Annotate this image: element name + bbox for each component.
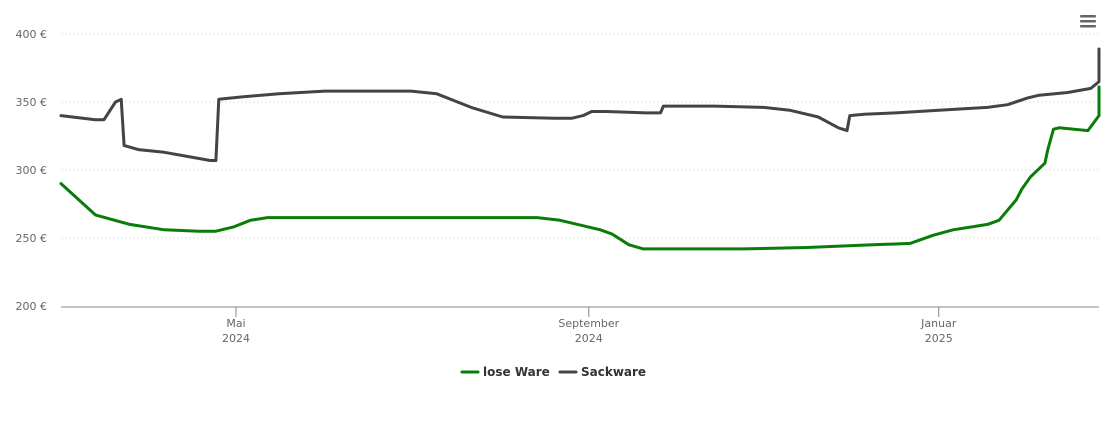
- x-tick-year-label: 2024: [222, 332, 250, 345]
- legend-item[interactable]: lose Ware: [460, 365, 550, 379]
- y-tick-label: 400 €: [16, 28, 48, 41]
- series-line: [59, 85, 1101, 251]
- y-tick-label: 250 €: [16, 232, 48, 245]
- y-tick-label: 350 €: [16, 96, 48, 109]
- series-line: [59, 47, 1101, 162]
- y-axis-tick-labels: 200 € 250 € 300 € 350 € 400 €: [16, 28, 48, 313]
- x-tick-month-label: September: [558, 317, 619, 330]
- series-lines: [59, 47, 1101, 251]
- x-tick-year-label: 2024: [575, 332, 603, 345]
- hamburger-menu-icon: [1080, 15, 1096, 28]
- legend-label: Sackware: [581, 365, 646, 379]
- legend-item[interactable]: Sackware: [558, 365, 646, 379]
- x-axis: [61, 306, 1099, 317]
- legend[interactable]: lose Ware Sackware: [460, 365, 646, 379]
- chart-menu-button[interactable]: [1076, 10, 1100, 32]
- x-axis-tick-labels: Mai 2024 September 2024 Januar 2025: [222, 317, 957, 345]
- y-tick-label: 200 €: [16, 300, 48, 313]
- x-tick-year-label: 2025: [925, 332, 953, 345]
- x-tick-month-label: Mai: [226, 317, 245, 330]
- legend-label: lose Ware: [483, 365, 550, 379]
- y-tick-label: 300 €: [16, 164, 48, 177]
- x-tick-month-label: Januar: [920, 317, 957, 330]
